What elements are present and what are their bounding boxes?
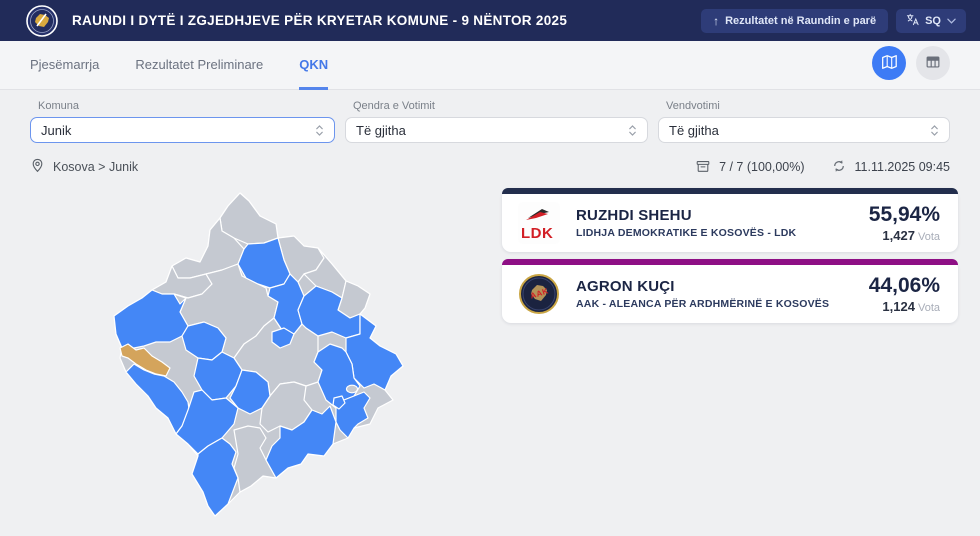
- qendra-select[interactable]: Të gjitha: [345, 117, 648, 143]
- candidate-name: RUZHDI SHEHU: [576, 206, 692, 224]
- party-accent-bar: [502, 259, 958, 265]
- last-updated: 11.11.2025 09:45: [854, 160, 950, 174]
- komuna-value: Junik: [41, 122, 72, 138]
- candidate-percent: 55,94%: [868, 202, 940, 226]
- arrow-up-icon: ↑: [713, 13, 720, 28]
- vendvotimi-value: Të gjitha: [669, 122, 719, 138]
- kqz-logo-icon: [26, 4, 58, 37]
- map-view-button[interactable]: [872, 46, 906, 80]
- candidate-name: AGRON KUÇI: [576, 277, 675, 295]
- location-pin-icon: [30, 158, 45, 176]
- view-toggle: [872, 46, 950, 84]
- aak-logo: AAK: [518, 273, 560, 315]
- candidate-percent: 44,06%: [868, 273, 940, 297]
- candidate-party: LIDHJA DEMOKRATIKE E KOSOVËS - LDK: [576, 226, 797, 239]
- party-accent-bar: [502, 188, 958, 194]
- map-icon: [880, 53, 898, 74]
- vendvotimi-select[interactable]: Të gjitha: [658, 117, 950, 143]
- status: 7 / 7 (100,00%) 11.11.2025 09:45: [695, 158, 950, 177]
- municipalities-inactive[interactable]: [151, 192, 371, 493]
- komuna-select[interactable]: Junik: [30, 117, 335, 143]
- chevron-up-down-icon: [930, 124, 939, 137]
- ballot-box-icon: [695, 158, 711, 177]
- chevron-down-icon: [947, 15, 956, 27]
- komuna-label: Komuna: [38, 100, 79, 112]
- table-icon: [924, 53, 942, 74]
- info-row: Kosova > Junik 7 / 7 (100,00%): [0, 154, 980, 180]
- chevron-up-down-icon: [628, 124, 637, 137]
- tab-bar: Pjesëmarrja Rezultatet Preliminare QKN: [0, 41, 980, 90]
- tab-pjesemarrja[interactable]: Pjesëmarrja: [30, 57, 100, 72]
- municipality-junik-selected[interactable]: [119, 343, 171, 377]
- kosovo-map: [108, 186, 408, 521]
- candidate-party: AAK - ALEANCA PËR ARDHMËRINË E KOSOVËS: [576, 297, 830, 310]
- qendra-label: Qendra e Votimit: [353, 100, 435, 112]
- vendvotimi-label: Vendvotimi: [666, 100, 720, 112]
- refresh-icon[interactable]: [831, 158, 847, 177]
- breadcrumb: Kosova > Junik: [30, 158, 138, 176]
- stations-counted: 7 / 7 (100,00%): [719, 160, 805, 174]
- municipalities-active[interactable]: [113, 237, 404, 517]
- votes-label: Vota: [917, 301, 940, 314]
- breadcrumb-text: Kosova > Junik: [53, 160, 139, 174]
- candidate-votes: 1,427: [882, 227, 915, 243]
- tab-qkn[interactable]: QKN: [299, 41, 329, 90]
- first-round-results-button[interactable]: ↑ Rezultatet në Raundin e parë: [701, 8, 889, 33]
- votes-label: Vota: [917, 230, 940, 243]
- app-header: RAUNDI I DYTË I ZGJEDHJEVE PËR KRYETAR K…: [0, 0, 980, 41]
- page-title: RAUNDI I DYTË I ZGJEDHJEVE PËR KRYETAR K…: [72, 13, 568, 28]
- ldk-logo: LDK: [518, 201, 560, 244]
- first-round-results-label: Rezultatet në Raundin e parë: [725, 14, 877, 27]
- result-card-aak: AAK AGRON KUÇI AAK - ALEANCA PËR ARDHMËR…: [502, 259, 958, 323]
- result-card-ldk: LDK RUZHDI SHEHU LIDHJA DEMOKRATIKE E KO…: [502, 188, 958, 252]
- chevron-up-down-icon: [315, 124, 324, 137]
- table-view-button[interactable]: [916, 46, 950, 80]
- candidate-votes: 1,124: [882, 298, 915, 314]
- language-selector[interactable]: SQ: [896, 8, 966, 33]
- results-list: LDK RUZHDI SHEHU LIDHJA DEMOKRATIKE E KO…: [502, 188, 958, 330]
- qendra-value: Të gjitha: [356, 122, 406, 138]
- tab-rezultatet-preliminare[interactable]: Rezultatet Preliminare: [135, 57, 264, 72]
- language-code: SQ: [925, 14, 941, 27]
- translate-icon: [906, 13, 919, 29]
